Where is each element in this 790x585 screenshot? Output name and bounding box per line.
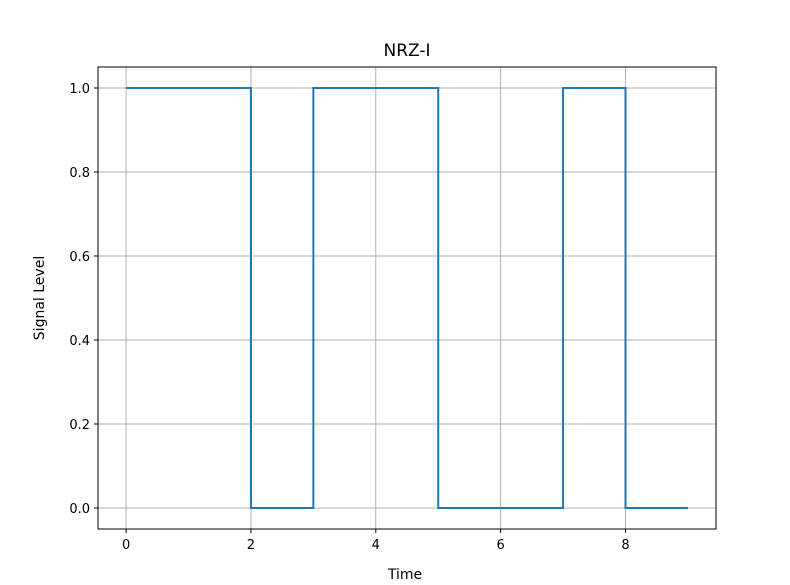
x-tick-label: 6 [496,538,504,553]
plot-frame [97,66,717,530]
x-tick-label: 8 [621,538,629,553]
x-tick-label: 0 [122,538,130,553]
chart-title: NRZ-I [383,41,430,61]
series-line-1 [126,87,688,509]
x-tick-label: 4 [372,538,380,553]
plot-background [98,67,716,529]
series-layer [126,87,688,509]
y-tick-label: 0.6 [69,250,90,265]
x-axis: 0 2 4 6 8 [122,529,630,553]
y-tick-label: 0.4 [69,334,90,349]
y-tick-label: 1.0 [69,82,90,97]
x-tick-label: 2 [247,538,255,553]
y-tick-label: 0.0 [69,502,90,517]
y-axis-label: Signal Level [32,256,48,340]
y-tick-label: 0.2 [69,418,90,433]
x-axis-label: Time [387,567,422,583]
y-axis: 0.0 0.2 0.4 0.6 0.8 1.0 [69,82,98,517]
y-tick-label: 0.8 [69,166,90,181]
